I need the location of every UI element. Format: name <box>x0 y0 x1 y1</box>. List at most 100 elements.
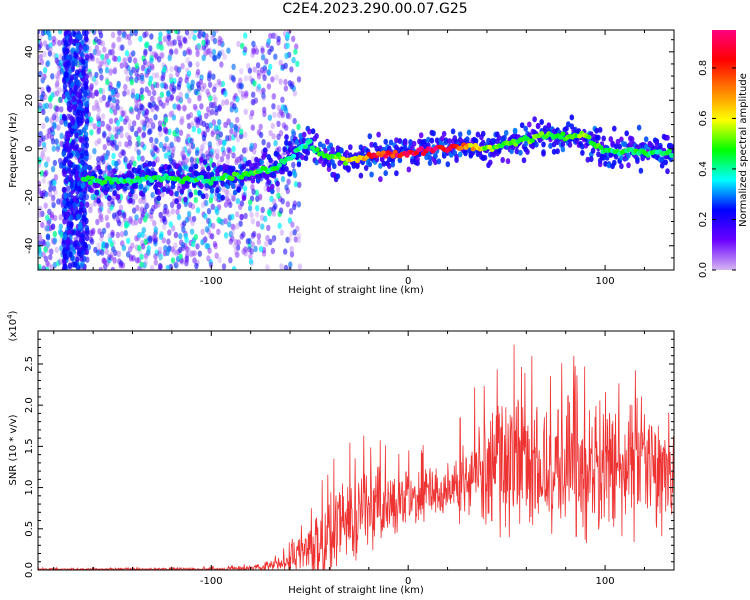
spectrogram-noise-cell <box>78 88 83 95</box>
spectrogram-noise-cell <box>228 230 233 238</box>
spectrogram-noise-cell <box>248 199 253 206</box>
spectrogram-noise-cell <box>110 89 116 96</box>
spectrogram-noise-cell <box>57 87 62 94</box>
spectrogram-noise-cell <box>151 123 156 131</box>
spectrogram-noise-cell <box>195 121 200 129</box>
spectrogram-noise-cell <box>119 115 124 122</box>
colorbar-ticks: 0.0 0.2 0.4 0.6 0.8 <box>698 60 736 278</box>
spectrogram-noise-cell <box>94 71 99 79</box>
spectrogram-noise-cell <box>38 180 42 187</box>
spectrogram-halo-cell <box>387 163 392 169</box>
spectrogram-noise-cell <box>250 51 255 58</box>
spectrogram-noise-cell <box>150 191 155 199</box>
spectrogram-noise-cell <box>102 58 107 65</box>
spectrogram-noise-cell <box>250 217 255 225</box>
spectrogram-noise-cell <box>69 128 75 135</box>
spectrogram-y-label: Frequency (Hz) <box>8 112 19 188</box>
spectrogram-noise-cell <box>66 132 71 139</box>
spectrogram-noise-cell <box>207 247 212 254</box>
spectrogram-noise-cell <box>169 141 174 148</box>
spectrogram-noise-cell <box>235 197 241 205</box>
spectrogram-noise-cell <box>107 254 112 261</box>
spectrogram-noise-cell <box>189 228 195 235</box>
spectrogram-noise-cell <box>49 213 55 221</box>
spectrogram-halo-cell <box>284 166 289 172</box>
spectrogram-halo-cell <box>232 189 238 196</box>
spectrogram-noise-cell <box>99 205 104 212</box>
spectrogram-noise-cell <box>162 215 167 222</box>
spectrogram-noise-cell <box>124 62 129 69</box>
spectrogram-noise-cell <box>40 77 45 84</box>
spectrogram-noise-cell <box>135 93 140 100</box>
spectrogram-noise-cell <box>235 211 240 218</box>
spectrogram-noise-cell <box>141 131 147 138</box>
spectrogram-noise-cell <box>188 111 194 119</box>
spectrogram-noise-cell <box>65 239 71 246</box>
spectrogram-noise-cell <box>250 232 256 239</box>
spectrogram-halo-cell <box>325 138 330 145</box>
spectrogram-noise-cell <box>38 263 42 270</box>
spectrogram-noise-cell <box>297 263 303 270</box>
spectrogram-noise-cell <box>252 142 258 150</box>
spectrogram-noise-cell <box>194 262 199 270</box>
spectrogram-noise-cell <box>119 131 124 139</box>
spectrogram-halo-cell <box>418 132 424 139</box>
spectrogram-halo-cell <box>383 170 389 177</box>
spectrogram-halo-cell <box>259 159 265 165</box>
spectrogram-noise-cell <box>81 58 86 65</box>
spectrogram-noise-cell <box>158 100 163 107</box>
spectrogram-noise-cell <box>193 189 198 196</box>
spectrogram-halo-cell <box>457 131 463 138</box>
spectrogram-halo-cell <box>254 156 259 163</box>
spectrogram-noise-cell <box>52 179 57 187</box>
spectrogram-noise-cell <box>261 250 267 257</box>
spectrogram-noise-cell <box>131 255 136 262</box>
spectrogram-ridge-cell <box>85 175 91 181</box>
y-tick-label: -20 <box>24 189 35 205</box>
spectrogram-noise-cell <box>152 232 157 239</box>
spectrogram-noise-cell <box>190 79 195 86</box>
spectrogram-noise-cell <box>255 220 261 228</box>
spectrogram-noise-cell <box>270 76 275 83</box>
spectrogram-noise-cell <box>250 155 256 163</box>
spectrogram-noise-cell <box>254 189 259 196</box>
spectrogram-noise-cell <box>178 129 184 136</box>
spectrogram-noise-cell <box>270 247 276 255</box>
spectrogram-noise-cell <box>186 82 191 89</box>
spectrogram-noise-cell <box>126 237 131 244</box>
spectrogram-noise-cell <box>84 136 89 143</box>
spectrogram-noise-cell <box>47 208 52 215</box>
spectrogram-noise-cell <box>146 249 151 256</box>
spectrogram-noise-cell <box>258 193 263 200</box>
spectrogram-noise-cell <box>276 39 281 46</box>
spectrogram-noise-cell <box>235 96 240 103</box>
spectrogram-halo-cell <box>326 166 332 172</box>
snr-y-label: SNR (10 * v/v) <box>8 414 19 485</box>
spectrogram-halo-cell <box>560 141 566 148</box>
spectrogram-noise-cell <box>200 239 205 246</box>
spectrogram-noise-cell <box>296 201 302 208</box>
spectrogram-noise-cell <box>57 39 62 47</box>
spectrogram-halo-cell <box>525 148 530 155</box>
spectrogram-noise-cell <box>38 211 43 218</box>
spectrogram-halo-cell <box>596 134 601 141</box>
spectrogram-noise-cell <box>250 241 256 248</box>
spectrogram-noise-cell <box>251 91 256 98</box>
spectrogram-noise-cell <box>48 96 53 103</box>
spectrogram-noise-cell <box>260 206 265 214</box>
spectrogram-halo-cell <box>262 147 268 154</box>
spectrogram-noise-cell <box>263 215 268 222</box>
spectrogram-noise-cell <box>163 245 168 252</box>
spectrogram-halo-cell <box>580 149 585 156</box>
spectrogram-noise-cell <box>212 86 217 93</box>
spectrogram-halo-cell <box>275 180 280 187</box>
spectrogram-halo-cell <box>231 165 236 172</box>
spectrogram-noise-cell <box>163 143 168 150</box>
spectrogram-noise-cell <box>94 139 99 147</box>
spectrogram-noise-cell <box>42 40 48 47</box>
colorbar-tick-label: 0.8 <box>698 60 709 76</box>
spectrogram-noise-cell <box>72 201 77 208</box>
spectrogram-noise-cell <box>38 44 42 51</box>
spectrogram-noise-cell <box>125 75 130 82</box>
spectrogram-noise-cell <box>59 140 64 148</box>
